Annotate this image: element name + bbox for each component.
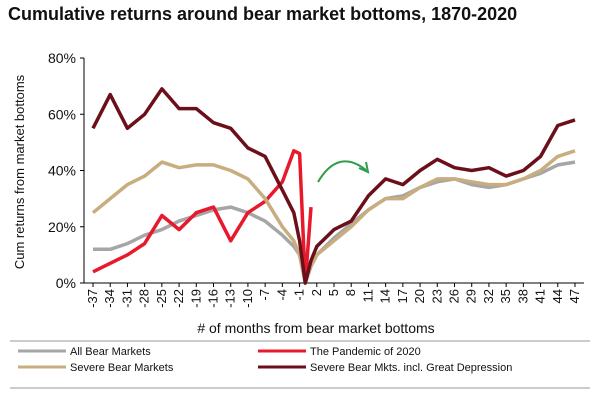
x-tick-label: 29	[464, 289, 479, 303]
x-tick-label: -1	[292, 289, 307, 301]
x-tick-label: -22	[171, 289, 186, 308]
x-tick-label: 26	[447, 289, 462, 303]
series-line	[92, 149, 313, 285]
x-tick-label: 8	[343, 289, 358, 296]
legend-label: All Bear Markets	[70, 346, 151, 358]
x-tick-label: 5	[326, 289, 341, 296]
series-line	[93, 160, 576, 285]
legend-label: Severe Bear Markets	[70, 362, 174, 374]
y-tick-label: 20%	[48, 219, 76, 235]
chart-title: Cumulative returns around bear market bo…	[8, 4, 517, 24]
y-tick-label: 40%	[48, 163, 76, 179]
legend-label: The Pandemic of 2020	[310, 346, 421, 358]
series-line	[91, 149, 576, 285]
x-tick-label: 11	[360, 289, 375, 303]
x-tick-label: -34	[102, 289, 117, 308]
x-tick-label: 41	[533, 289, 548, 303]
x-tick-label: 17	[395, 289, 410, 303]
x-tick-label: 38	[515, 289, 530, 303]
x-axis-label: # of months from bear market bottoms	[197, 320, 434, 336]
x-tick-label: 2	[309, 289, 324, 296]
x-tick-label: -37	[85, 289, 100, 308]
y-tick-label: 60%	[48, 106, 76, 122]
y-axis-label: Cum returns from market bottoms	[12, 74, 27, 269]
x-tick-label: -7	[257, 289, 272, 301]
legend-label: Severe Bear Mkts. incl. Great Depression	[310, 362, 512, 374]
y-tick-label: 0%	[56, 275, 76, 291]
x-tick-label: -10	[240, 289, 255, 308]
x-tick-label: -31	[119, 289, 134, 308]
x-tick-label: 32	[481, 289, 496, 303]
arrow-annotation	[317, 160, 370, 183]
x-tick-label: 20	[412, 289, 427, 303]
x-tick-label: -28	[137, 289, 152, 308]
x-tick-label: 23	[429, 289, 444, 303]
x-tick-label: -19	[188, 289, 203, 308]
x-tick-label: 14	[378, 289, 393, 303]
x-tick-label: -25	[154, 289, 169, 308]
x-tick-label: -13	[223, 289, 238, 308]
x-tick-label: 35	[498, 289, 513, 303]
x-tick-label: -16	[206, 289, 221, 308]
x-tick-label: 44	[550, 289, 565, 303]
x-tick-label: 47	[567, 289, 582, 303]
x-tick-label: -4	[274, 289, 289, 301]
y-tick-label: 80%	[48, 50, 76, 66]
series-line	[91, 87, 576, 285]
